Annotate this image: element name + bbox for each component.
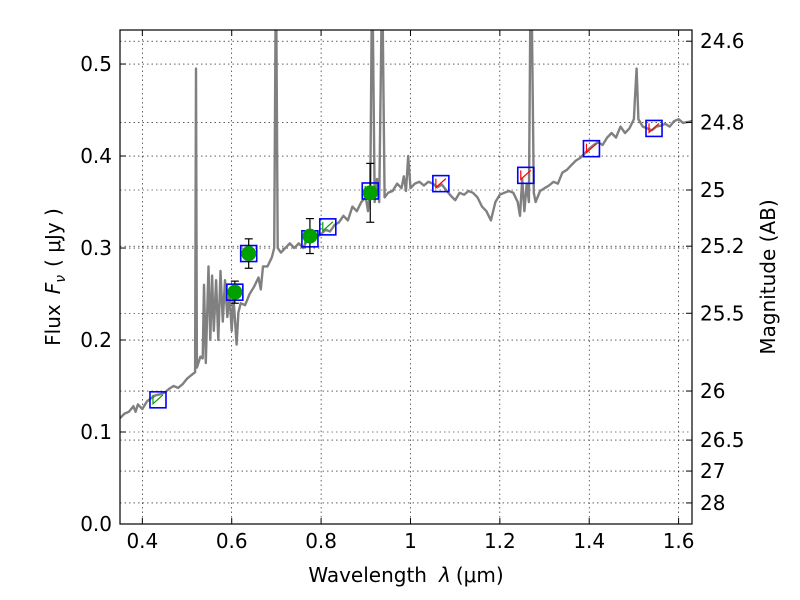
y-tick-label: 0.2	[80, 328, 112, 352]
x-axis-label: Wavelength λ (μm)	[308, 563, 503, 587]
observed-marker	[227, 284, 243, 300]
model-box-point	[645, 119, 663, 138]
magnitude-tick-label: 25.2	[700, 234, 745, 258]
magnitude-tick-label: 24.6	[700, 29, 745, 53]
model-box-point	[149, 391, 167, 409]
grid-lines	[120, 30, 692, 525]
y-tick-label: 0.1	[80, 420, 112, 444]
observed-marker	[241, 246, 257, 262]
magnitude-tick-label: 24.8	[700, 110, 745, 134]
model-photometry-series	[149, 119, 663, 409]
model-box-glyph	[585, 143, 597, 155]
model-box-glyph	[435, 178, 447, 189]
x-tick-label: 1.2	[484, 529, 516, 553]
y-axis-label: FluxFν( μJy )	[41, 208, 69, 346]
observed-marker	[302, 228, 318, 244]
spectrum-line	[120, 30, 692, 420]
model-box	[645, 119, 663, 138]
magnitude-tick-label: 25.5	[700, 301, 745, 325]
x-tick-label: 1.6	[663, 529, 695, 553]
y-tick-label: 0.3	[80, 236, 112, 260]
model-box-glyph	[322, 221, 334, 233]
y-tick-labels: 0.0 0.1 0.2 0.3 0.4 0.5	[80, 52, 112, 536]
model-box	[149, 391, 167, 409]
x-tick-label: 0.4	[126, 529, 158, 553]
x-tick-label: 1	[404, 529, 417, 553]
model-box-glyph	[152, 394, 164, 406]
axis-ticks	[120, 30, 692, 525]
observed-point	[362, 162, 378, 223]
spectrum-series	[120, 30, 692, 420]
x-tick-label: 1.4	[573, 529, 605, 553]
observed-point	[241, 238, 257, 269]
x-tick-label: 0.8	[305, 529, 337, 553]
observed-marker	[362, 185, 378, 201]
y-tick-label: 0.4	[80, 144, 112, 168]
model-box-point	[516, 166, 535, 185]
observed-point	[302, 217, 318, 255]
magnitude-tick-label: 26	[700, 379, 725, 403]
magnitude-tick-label: 27	[700, 459, 725, 483]
x-tick-label: 0.6	[216, 529, 248, 553]
model-box-point	[318, 218, 337, 236]
model-box	[318, 218, 337, 236]
magnitude-tick-labels: 24.6 24.8 25 25.2 25.5 26 26.5 27 28	[700, 29, 745, 515]
model-box-glyph	[648, 122, 660, 134]
plot-frame	[119, 29, 693, 525]
observed-point	[227, 280, 243, 304]
model-box-point	[432, 174, 450, 193]
magnitude-axis-label: Magnitude (AB)	[756, 199, 780, 354]
model-box	[582, 139, 601, 158]
y-tick-label: 0.5	[80, 52, 112, 76]
magnitude-tick-label: 28	[700, 491, 725, 515]
x-tick-labels: 0.4 0.6 0.8 1 1.2 1.4 1.6	[126, 529, 694, 553]
model-box	[432, 174, 450, 193]
y-tick-label: 0.0	[80, 512, 112, 536]
magnitude-tick-label: 26.5	[700, 428, 745, 452]
observed-photometry-series	[227, 162, 378, 304]
model-box-point	[582, 139, 601, 158]
magnitude-tick-label: 25	[700, 178, 725, 202]
model-box	[516, 166, 535, 185]
model-box-glyph	[520, 169, 532, 181]
